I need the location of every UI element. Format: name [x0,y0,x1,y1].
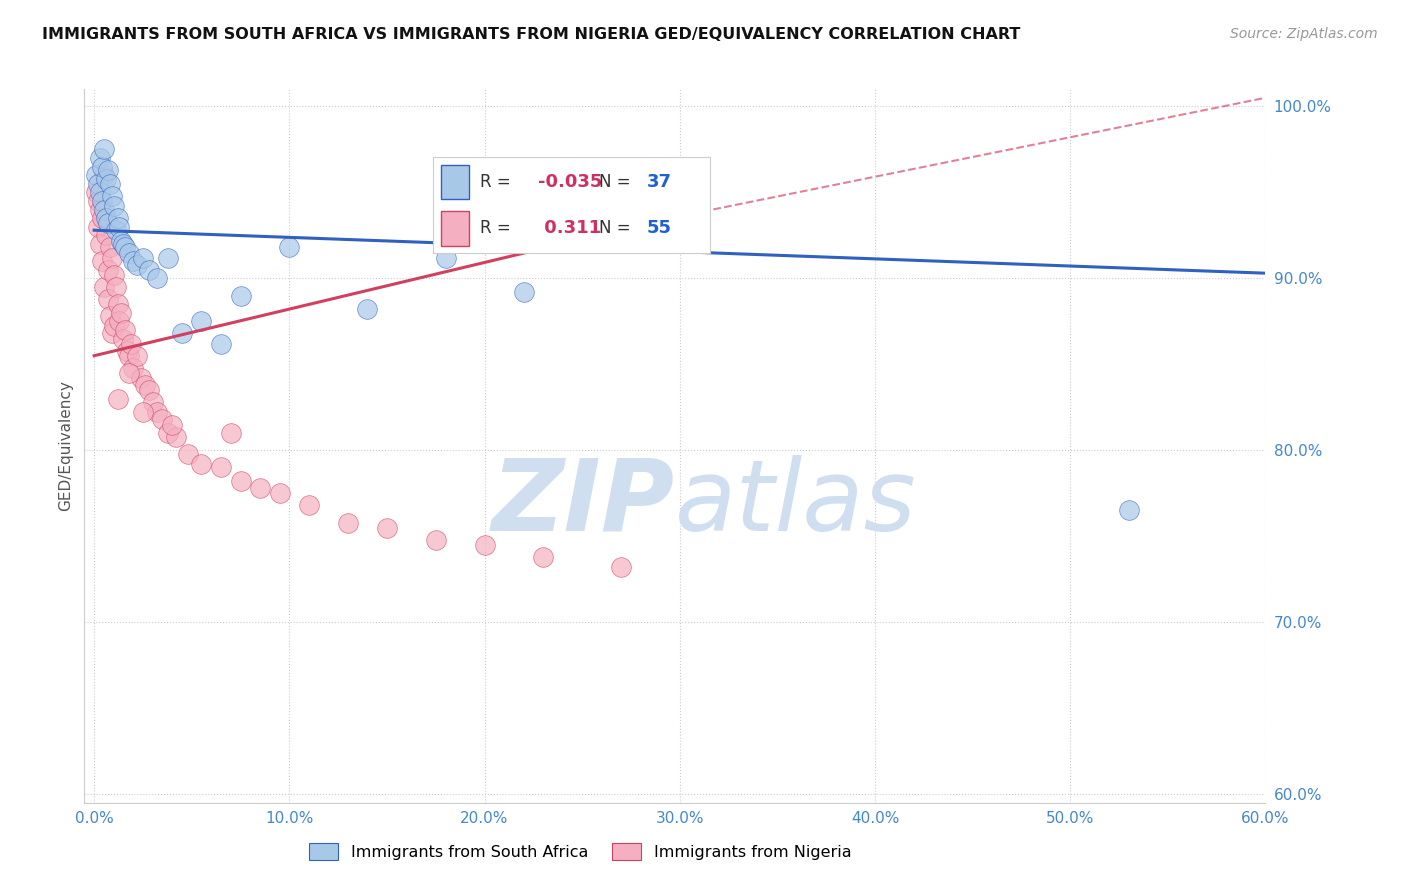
Point [90,160,112,174]
Text: ZIP: ZIP [492,455,675,551]
Point [160,417,183,432]
Point [336,516,359,530]
Point [117,343,139,358]
Point [90,211,112,226]
Point [98,240,121,254]
Point [87,194,110,208]
Point [122,360,145,375]
Point [103,319,125,334]
Point [165,429,187,443]
Point [98,177,121,191]
Point [610,560,633,574]
Point [122,254,145,268]
Point [112,332,135,346]
Text: Source: ZipAtlas.com: Source: ZipAtlas.com [1230,27,1378,41]
Point [93,202,115,217]
Point [93,280,115,294]
Point [138,383,160,397]
Point [107,211,129,226]
Point [87,219,110,234]
Text: IMMIGRANTS FROM SOUTH AFRICA VS IMMIGRANTS FROM NIGERIA GED/EQUIVALENCY CORRELAT: IMMIGRANTS FROM SOUTH AFRICA VS IMMIGRAN… [42,27,1021,42]
Point [134,378,156,392]
Y-axis label: GED/Equivalency: GED/Equivalency [58,381,73,511]
Point [229,288,252,302]
Point [89,236,111,251]
Point [110,306,132,320]
Point [112,236,135,251]
Point [152,412,174,426]
Point [219,426,242,441]
Point [118,245,141,260]
Point [118,366,141,380]
Point [90,194,112,208]
Point [278,240,301,254]
Point [97,163,120,178]
Point [107,297,129,311]
Point [190,457,212,471]
Point [142,395,165,409]
Point [103,199,125,213]
Point [145,405,167,419]
Point [512,285,534,299]
Point [89,186,111,200]
Text: atlas: atlas [675,455,917,551]
Point [114,240,136,254]
Point [145,271,167,285]
Point [138,262,160,277]
Point [177,447,200,461]
Point [87,177,110,191]
Point [107,392,129,406]
Point [100,326,122,341]
Point [108,314,131,328]
Point [90,254,112,268]
Point [125,258,148,272]
Point [100,189,122,203]
Point [190,314,212,328]
Point [97,292,120,306]
Point [98,309,121,323]
Point [94,211,117,226]
Point [103,268,125,282]
Point [1118,503,1140,517]
Point [89,151,111,165]
Point [93,168,115,182]
Point [100,251,122,265]
Point [298,499,321,513]
Point [474,538,496,552]
Point [209,460,232,475]
Point [249,481,271,495]
Point [94,228,117,243]
Point [104,223,127,237]
Point [434,251,457,265]
Point [89,202,111,217]
Point [132,251,155,265]
Legend: Immigrants from South Africa, Immigrants from Nigeria: Immigrants from South Africa, Immigrants… [304,837,858,866]
Point [97,216,120,230]
Point [118,349,141,363]
Point [97,262,120,277]
Point [104,280,127,294]
Point [531,549,554,564]
Point [425,533,447,547]
Point [356,302,378,317]
Point [108,219,131,234]
Point [120,336,142,351]
Point [94,171,117,186]
Point [84,186,107,200]
Point [114,323,136,337]
Point [93,142,115,156]
Point [157,426,180,441]
Point [229,475,252,489]
Point [209,336,232,351]
Point [84,168,107,182]
Point [132,405,155,419]
Point [269,486,291,500]
Point [157,251,180,265]
Point [129,371,152,385]
Point [125,349,148,363]
Point [170,326,193,341]
Point [110,234,132,248]
Point [375,521,398,535]
